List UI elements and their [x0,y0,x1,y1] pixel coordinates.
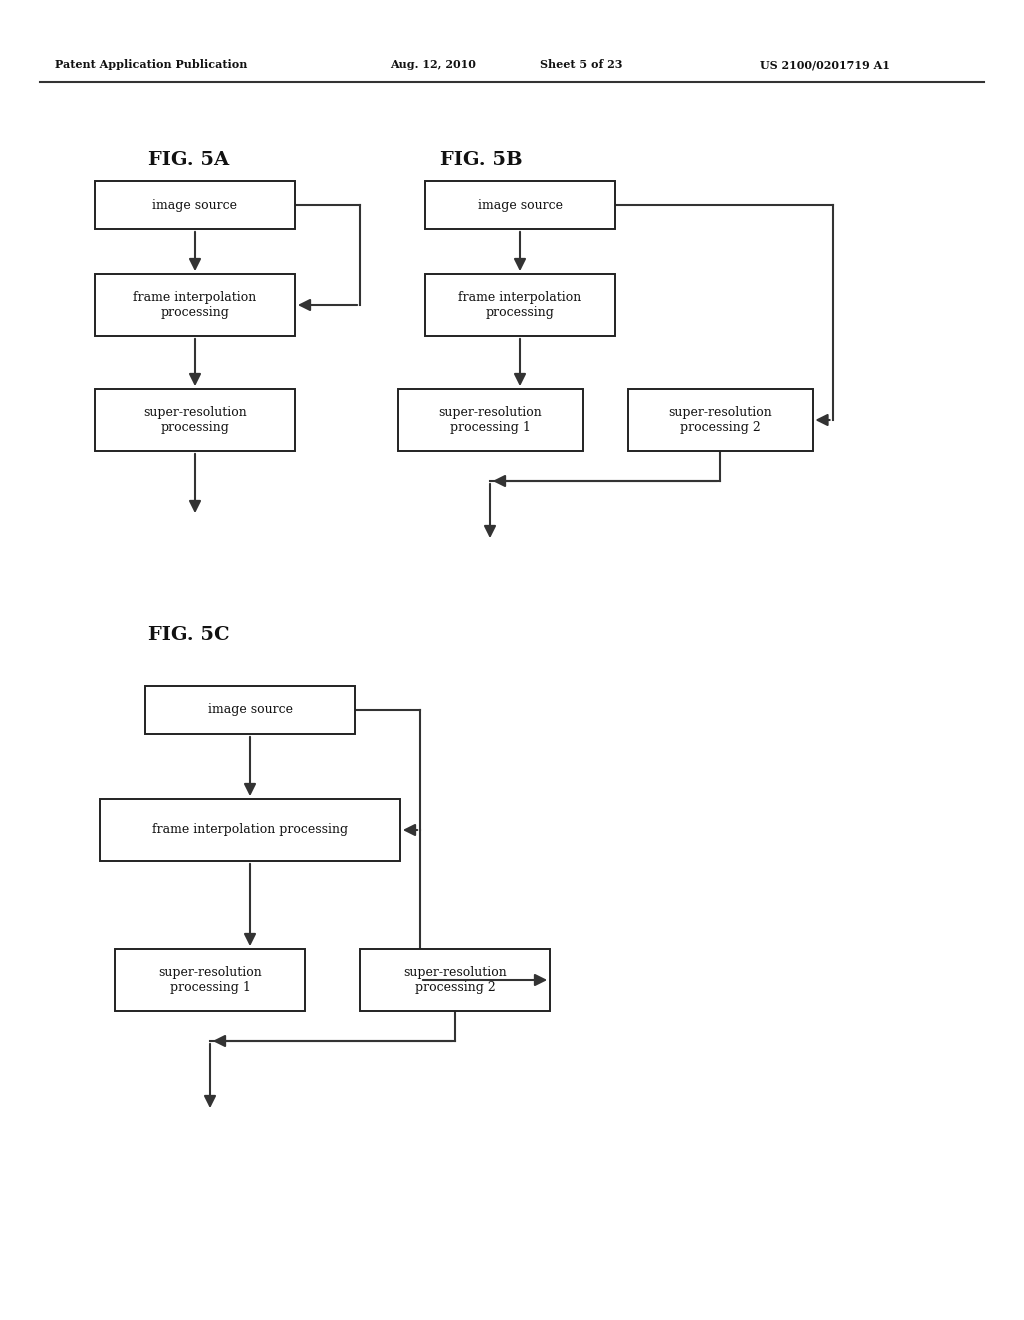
Bar [100,799,400,861]
Bar [145,686,355,734]
Bar [397,389,583,451]
Text: super-resolution
processing: super-resolution processing [143,407,247,434]
Bar [95,275,295,337]
Text: image source: image source [153,198,238,211]
Text: frame interpolation
processing: frame interpolation processing [133,290,257,319]
Bar [95,181,295,228]
Bar [425,181,615,228]
Text: frame interpolation processing: frame interpolation processing [152,824,348,837]
Text: US 2100/0201719 A1: US 2100/0201719 A1 [760,59,890,70]
Text: FIG. 5B: FIG. 5B [440,150,522,169]
Text: super-resolution
processing 2: super-resolution processing 2 [668,407,772,434]
Bar [628,389,812,451]
Text: super-resolution
processing 1: super-resolution processing 1 [438,407,542,434]
Text: Sheet 5 of 23: Sheet 5 of 23 [540,59,623,70]
Text: super-resolution
processing 1: super-resolution processing 1 [158,966,262,994]
Bar [360,949,550,1011]
Text: frame interpolation
processing: frame interpolation processing [459,290,582,319]
Bar [95,389,295,451]
Text: image source: image source [477,198,562,211]
Text: FIG. 5C: FIG. 5C [148,626,229,644]
Text: FIG. 5A: FIG. 5A [148,150,229,169]
Bar [425,275,615,337]
Text: super-resolution
processing 2: super-resolution processing 2 [403,966,507,994]
Bar [115,949,305,1011]
Text: Aug. 12, 2010: Aug. 12, 2010 [390,59,476,70]
Text: Patent Application Publication: Patent Application Publication [55,59,248,70]
Text: image source: image source [208,704,293,717]
